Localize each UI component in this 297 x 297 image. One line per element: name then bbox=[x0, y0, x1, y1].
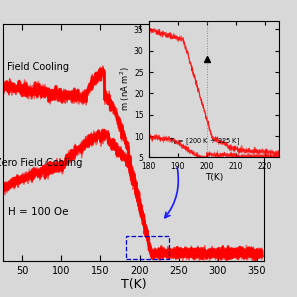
Text: H = 100 Oe: H = 100 Oe bbox=[8, 207, 69, 217]
Text: Field Cooling: Field Cooling bbox=[7, 62, 69, 72]
X-axis label: T(K): T(K) bbox=[205, 173, 223, 182]
Y-axis label: m (nA m$^2$): m (nA m$^2$) bbox=[119, 67, 132, 111]
Text: T$_c$ = [200 K ÷ 225 K]: T$_c$ = [200 K ÷ 225 K] bbox=[169, 137, 241, 148]
Bar bbox=[126, 236, 169, 259]
Text: Zero Field Cooling: Zero Field Cooling bbox=[0, 158, 83, 168]
X-axis label: T(K): T(K) bbox=[121, 278, 146, 290]
